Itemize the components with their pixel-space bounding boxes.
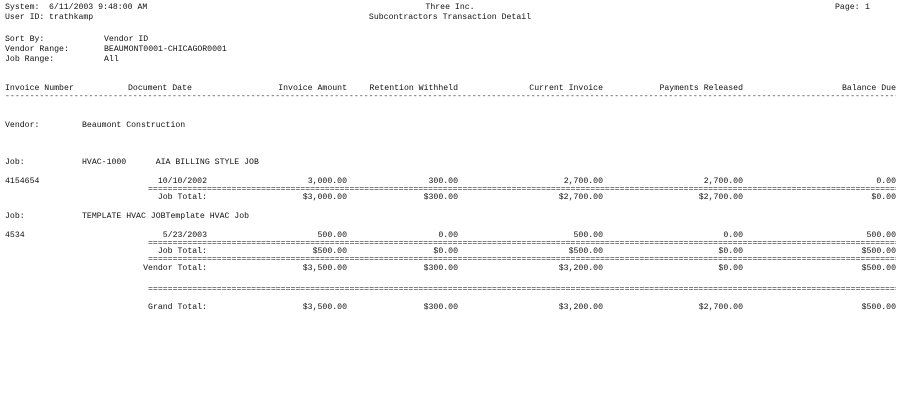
grand-total-value: $3,500.00 (302, 303, 347, 312)
job-total-label: Job Total: (157, 247, 207, 256)
amount-cell: 3,000.00 (307, 177, 347, 186)
column-header: Payments Released (659, 84, 743, 93)
amount-cell: 0.00 (723, 231, 743, 240)
vendor-total-value: $3,200.00 (558, 264, 603, 273)
page-label: Page: (835, 3, 860, 12)
vendor-total-value: $0.00 (718, 264, 743, 273)
grand-total-value: $3,200.00 (558, 303, 603, 312)
job-range-value: All (104, 55, 119, 64)
vendor-range-value: BEAUMONT0001-CHICAGOR0001 (104, 45, 227, 54)
job-total-value: $500.00 (861, 247, 896, 256)
job-total-value: $0.00 (433, 247, 458, 256)
document-date: 10/10/2002 (157, 177, 207, 186)
job-total-value: $300.00 (423, 193, 458, 202)
job-label: Job: (5, 158, 25, 167)
job-total-value: $500.00 (312, 247, 347, 256)
vendor-range-label: Vendor Range: (5, 45, 69, 54)
job-total-value: $0.00 (718, 247, 743, 256)
header-divider: ----------------------------------------… (5, 92, 896, 101)
job-total-value: $2,700.00 (698, 193, 743, 202)
total-rule: ========================================… (148, 185, 896, 194)
user-id: trathkamp (49, 13, 94, 22)
amount-cell: 500.00 (317, 231, 347, 240)
user-label: User ID: (5, 13, 45, 22)
vendor-label: Vendor: (5, 121, 40, 130)
system-label: System: (5, 3, 40, 12)
sort-by-label: Sort By: (5, 35, 45, 44)
job-label: Job: (5, 212, 25, 221)
job-total-value: $500.00 (568, 247, 603, 256)
grand-total-rule: ========================================… (148, 285, 896, 294)
job-title: HVAC-1000 AIA BILLING STYLE JOB (82, 158, 259, 167)
job-title: TEMPLATE HVAC JOBTemplate HVAC Job (82, 212, 250, 221)
invoice-number: 4534 (5, 231, 25, 240)
invoice-number: 4154654 (5, 177, 40, 186)
job-total-value: $2,700.00 (558, 193, 603, 202)
vendor-total-label: Vendor Total: (143, 264, 207, 273)
amount-cell: 0.00 (876, 177, 896, 186)
column-header: Invoice Number (5, 84, 74, 93)
vendor-total-value: $300.00 (423, 264, 458, 273)
job-total-value: $3,000.00 (302, 193, 347, 202)
grand-total-value: $500.00 (861, 303, 896, 312)
column-header: Retention Withheld (369, 84, 458, 93)
amount-cell: 500.00 (866, 231, 896, 240)
amount-cell: 0.00 (438, 231, 458, 240)
amount-cell: 2,700.00 (563, 177, 603, 186)
vendor-total-value: $3,500.00 (302, 264, 347, 273)
company-name: Three Inc. (425, 3, 475, 12)
column-header: Document Date (128, 84, 192, 93)
report-title: Subcontractors Transaction Detail (368, 13, 532, 22)
document-date: 5/23/2003 (162, 231, 207, 240)
total-rule: ========================================… (148, 239, 896, 248)
vendor-name: Beaumont Construction (82, 121, 186, 130)
sort-by-value: Vendor ID (104, 35, 149, 44)
system-datetime: 6/11/2003 9:48:00 AM (49, 3, 148, 12)
vendor-total-value: $500.00 (861, 264, 896, 273)
job-total-label: Job Total: (157, 193, 207, 202)
amount-cell: 2,700.00 (703, 177, 743, 186)
amount-cell: 500.00 (573, 231, 603, 240)
page-number: 1 (865, 3, 870, 12)
grand-total-label: Grand Total: (148, 303, 207, 312)
amount-cell: 300.00 (428, 177, 458, 186)
total-rule: ========================================… (148, 255, 896, 264)
grand-total-value: $2,700.00 (698, 303, 743, 312)
column-header: Balance Due (841, 84, 896, 93)
job-total-value: $0.00 (871, 193, 896, 202)
column-header: Invoice Amount (278, 84, 347, 93)
grand-total-value: $300.00 (423, 303, 458, 312)
job-range-label: Job Range: (5, 55, 55, 64)
column-header: Current Invoice (529, 84, 603, 93)
